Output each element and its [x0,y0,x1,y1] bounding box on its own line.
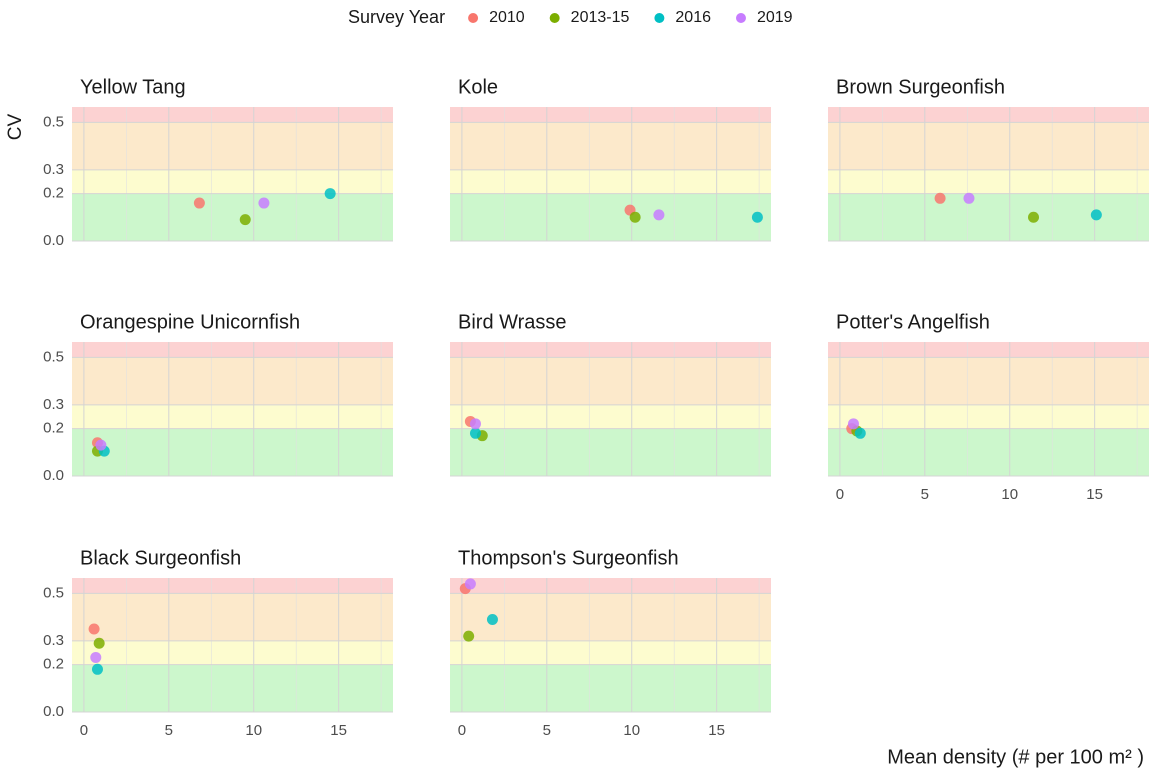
facet-title: Orangespine Unicornfish [80,311,300,333]
y-tick-label: 0.2 [43,420,64,437]
point [464,578,476,590]
cv-band [72,122,393,170]
cv-band [450,122,771,170]
facet-title: Brown Surgeonfish [836,76,1005,98]
point [847,418,859,430]
legend-label: 2016 [675,9,711,26]
cv-band [450,169,771,194]
cv-band [72,193,393,241]
point [95,439,107,451]
point [193,197,205,209]
point [91,663,103,675]
legend-label: 2013-15 [571,9,630,26]
facet-title: Yellow Tang [80,76,186,98]
facet-title: Kole [458,76,498,98]
y-tick-label: 0.5 [43,113,64,130]
point [963,192,975,204]
cv-band [450,193,771,241]
facet-title: Bird Wrasse [458,311,567,333]
facet-title: Potter's Angelfish [836,311,990,333]
point [469,427,481,439]
cv-band [72,428,393,476]
y-tick-label: 0.0 [43,232,64,249]
cv-band [72,664,393,712]
cv-band [72,107,393,123]
cv-band [450,593,771,641]
x-tick-label: 0 [458,722,466,739]
x-tick-label: 0 [836,486,844,503]
x-axis-label: Mean density (# per 100 m² ) [887,746,1144,768]
cv-band [450,428,771,476]
y-tick-label: 0.3 [43,632,64,649]
legend-marker [468,13,479,23]
point [934,192,946,204]
x-tick-label: 10 [1001,486,1018,503]
legend-title: Survey Year [348,7,445,27]
y-tick-label: 0.3 [43,161,64,178]
cv-band [450,404,771,429]
cv-band [72,169,393,194]
point [486,614,498,626]
cv-band [828,357,1149,405]
cv-band [450,640,771,665]
point [463,630,475,642]
cv-band [450,342,771,358]
point [239,214,251,226]
cv-band [828,169,1149,194]
y-axis-label: CV [5,113,26,140]
y-tick-label: 0.2 [43,185,64,202]
point [854,427,866,439]
x-tick-label: 5 [543,722,551,739]
y-tick-label: 0.0 [43,467,64,484]
y-tick-label: 0.3 [43,396,64,413]
cv-band [72,342,393,358]
point [653,209,665,221]
cv-band [828,404,1149,429]
cv-band [450,578,771,594]
cv-band [828,107,1149,123]
legend-label: 2010 [489,9,525,26]
cv-band [450,107,771,123]
legend-marker [654,13,665,23]
cv-band [450,664,771,712]
x-tick-label: 15 [708,722,725,739]
point [1028,211,1040,223]
y-tick-label: 0.5 [43,584,64,601]
cv-band [72,578,393,594]
point [324,188,336,200]
point [258,197,270,209]
cv-band [72,357,393,405]
legend-label: 2019 [757,9,793,26]
x-tick-label: 10 [245,722,262,739]
point [93,637,105,649]
point [469,418,481,430]
point [751,211,763,223]
cv-band [828,428,1149,476]
x-tick-label: 0 [80,722,88,739]
point [629,211,641,223]
y-tick-label: 0.0 [43,703,64,720]
cv-band [450,357,771,405]
point [88,623,100,635]
x-tick-label: 5 [921,486,929,503]
y-tick-label: 0.5 [43,348,64,365]
x-tick-label: 5 [165,722,173,739]
x-tick-label: 15 [1086,486,1103,503]
point [90,651,102,663]
cv-band [72,640,393,665]
facet-title: Black Surgeonfish [80,547,241,569]
cv-band [72,593,393,641]
cv-band [72,404,393,429]
point [1090,209,1102,221]
cv-band [828,122,1149,170]
cv-band [828,342,1149,358]
x-tick-label: 15 [330,722,347,739]
y-tick-label: 0.2 [43,656,64,673]
legend-marker [735,13,746,23]
x-tick-label: 10 [623,722,640,739]
facet-title: Thompson's Surgeonfish [458,547,679,569]
legend-marker [549,13,560,23]
